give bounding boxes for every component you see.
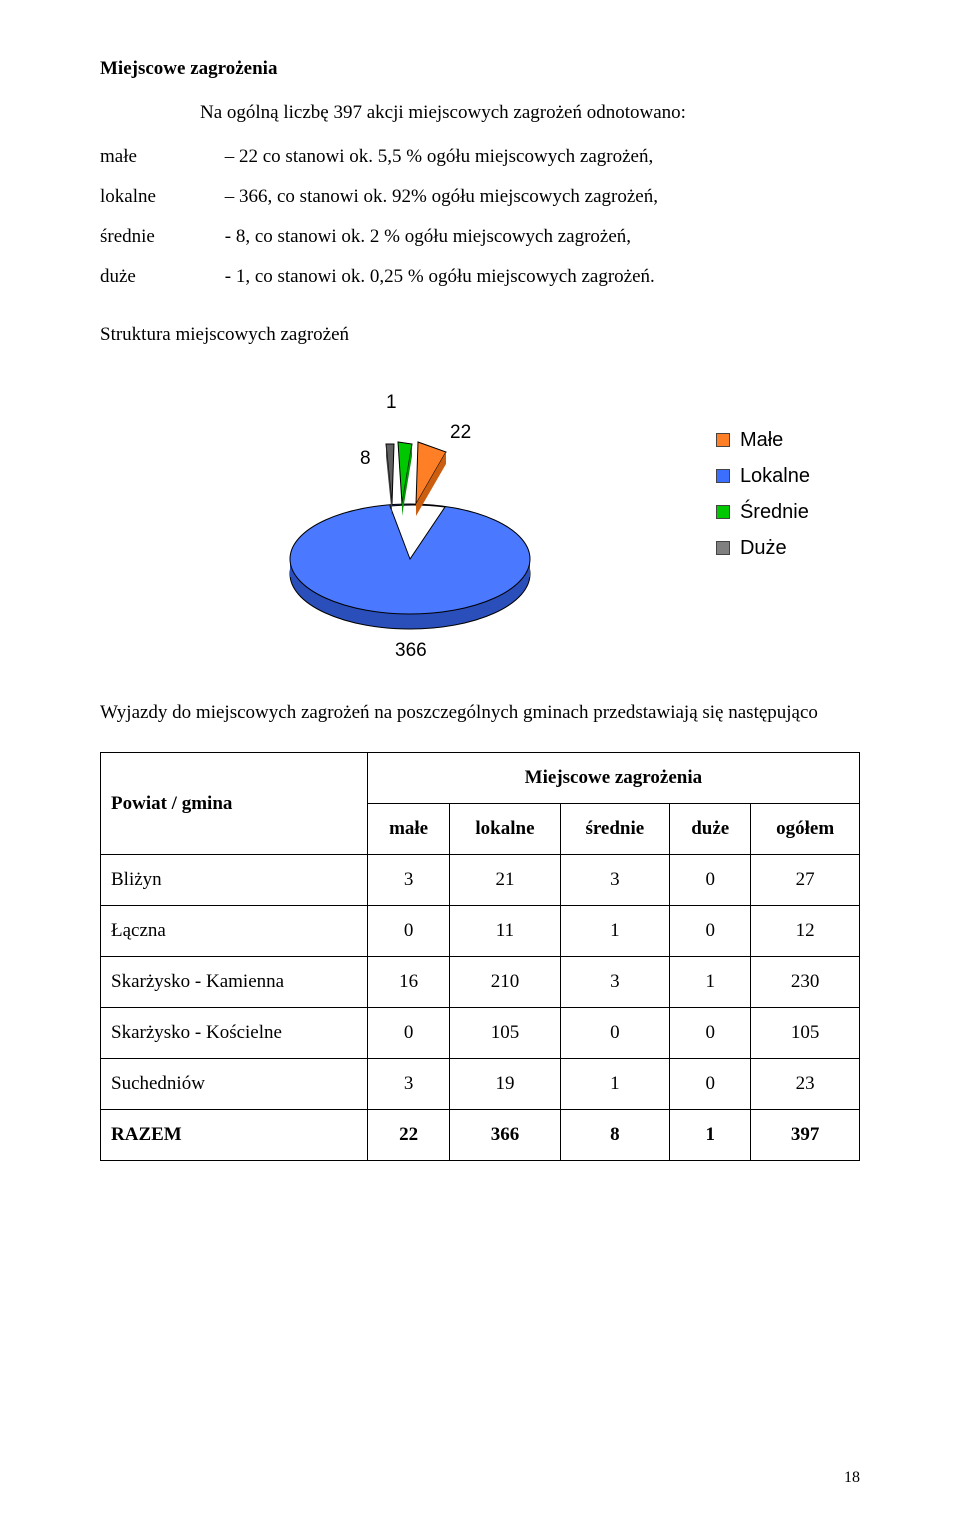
cell: 0 — [367, 906, 450, 957]
cell: 1 — [670, 1110, 751, 1161]
cell-name: RAZEM — [101, 1110, 368, 1161]
cell-name: Skarżysko - Kościelne — [101, 1008, 368, 1059]
table-row: Suchedniów 3 19 1 0 23 — [101, 1059, 860, 1110]
bullet-male: małe – 22 co stanowi ok. 5,5 % ogółu mie… — [100, 138, 860, 176]
cell: 1 — [670, 957, 751, 1008]
cell: 3 — [560, 855, 670, 906]
th-col: małe — [367, 804, 450, 855]
swatch-icon — [716, 469, 730, 483]
cell: 0 — [670, 906, 751, 957]
th-col: ogółem — [751, 804, 860, 855]
cell: 0 — [367, 1008, 450, 1059]
legend-item-male: Małe — [716, 424, 810, 456]
bullet-text: – 22 co stanowi ok. 5,5 % ogółu miejscow… — [225, 146, 653, 167]
cell: 3 — [367, 1059, 450, 1110]
pie-label-duze: 1 — [386, 384, 397, 422]
cell: 21 — [450, 855, 560, 906]
intro-line: Na ogólną liczbę 397 akcji miejscowych z… — [200, 94, 860, 132]
pie-chart: 1 22 8 366 Małe Lokalne Średnie Duże — [120, 364, 840, 664]
table-row: Skarżysko - Kościelne 0 105 0 0 105 — [101, 1008, 860, 1059]
legend-label: Średnie — [740, 496, 809, 528]
swatch-icon — [716, 433, 730, 447]
cell: 8 — [560, 1110, 670, 1161]
cell: 12 — [751, 906, 860, 957]
pie-label-lokalne: 366 — [395, 632, 427, 670]
swatch-icon — [716, 541, 730, 555]
cell: 27 — [751, 855, 860, 906]
legend-label: Duże — [740, 532, 787, 564]
cell: 397 — [751, 1110, 860, 1161]
cell: 19 — [450, 1059, 560, 1110]
cell: 1 — [560, 906, 670, 957]
cell: 3 — [560, 957, 670, 1008]
cell-name: Bliżyn — [101, 855, 368, 906]
bullet-text: - 8, co stanowi ok. 2 % ogółu miejscowyc… — [225, 226, 631, 247]
cell: 230 — [751, 957, 860, 1008]
swatch-icon — [716, 505, 730, 519]
cell: 11 — [450, 906, 560, 957]
bullet-key: małe — [100, 138, 220, 176]
pie-area: 1 22 8 366 — [240, 364, 580, 664]
legend-item-srednie: Średnie — [716, 496, 810, 528]
legend-item-lokalne: Lokalne — [716, 460, 810, 492]
bullet-lokalne: lokalne – 366, co stanowi ok. 92% ogółu … — [100, 178, 860, 216]
data-table: Powiat / gmina Miejscowe zagrożenia małe… — [100, 752, 860, 1161]
bullet-key: lokalne — [100, 178, 220, 216]
th-powiat: Powiat / gmina — [101, 753, 368, 855]
cell: 0 — [560, 1008, 670, 1059]
cell: 3 — [367, 855, 450, 906]
cell: 0 — [670, 1059, 751, 1110]
cell: 1 — [560, 1059, 670, 1110]
table-row: Skarżysko - Kamienna 16 210 3 1 230 — [101, 957, 860, 1008]
bullet-text: – 366, co stanowi ok. 92% ogółu miejscow… — [225, 186, 658, 207]
th-miejscowe: Miejscowe zagrożenia — [367, 753, 859, 804]
pie-svg — [240, 364, 580, 664]
chart-legend: Małe Lokalne Średnie Duże — [716, 424, 810, 568]
legend-item-duze: Duże — [716, 532, 810, 564]
cell: 0 — [670, 855, 751, 906]
cell: 210 — [450, 957, 560, 1008]
table-total-row: RAZEM 22 366 8 1 397 — [101, 1110, 860, 1161]
cell: 105 — [751, 1008, 860, 1059]
cell-name: Suchedniów — [101, 1059, 368, 1110]
legend-label: Lokalne — [740, 460, 810, 492]
cell: 0 — [670, 1008, 751, 1059]
cell-name: Skarżysko - Kamienna — [101, 957, 368, 1008]
th-col: średnie — [560, 804, 670, 855]
cell: 105 — [450, 1008, 560, 1059]
pie-label-male: 22 — [450, 414, 471, 452]
section-title: Miejscowe zagrożenia — [100, 50, 860, 88]
pie-label-srednie: 8 — [360, 440, 371, 478]
after-chart-text: Wyjazdy do miejscowych zagrożeń na poszc… — [100, 694, 860, 732]
cell: 23 — [751, 1059, 860, 1110]
table-row: Bliżyn 3 21 3 0 27 — [101, 855, 860, 906]
th-col: lokalne — [450, 804, 560, 855]
legend-label: Małe — [740, 424, 783, 456]
bullet-duze: duże - 1, co stanowi ok. 0,25 % ogółu mi… — [100, 258, 860, 296]
bullet-text: - 1, co stanowi ok. 0,25 % ogółu miejsco… — [225, 266, 655, 287]
cell: 22 — [367, 1110, 450, 1161]
page-number: 18 — [844, 1462, 860, 1494]
structure-title: Struktura miejscowych zagrożeń — [100, 316, 860, 354]
cell: 366 — [450, 1110, 560, 1161]
table-row: Łączna 0 11 1 0 12 — [101, 906, 860, 957]
cell-name: Łączna — [101, 906, 368, 957]
th-col: duże — [670, 804, 751, 855]
bullet-key: średnie — [100, 218, 220, 256]
bullet-srednie: średnie - 8, co stanowi ok. 2 % ogółu mi… — [100, 218, 860, 256]
bullet-key: duże — [100, 258, 220, 296]
table-header-row-1: Powiat / gmina Miejscowe zagrożenia — [101, 753, 860, 804]
cell: 16 — [367, 957, 450, 1008]
